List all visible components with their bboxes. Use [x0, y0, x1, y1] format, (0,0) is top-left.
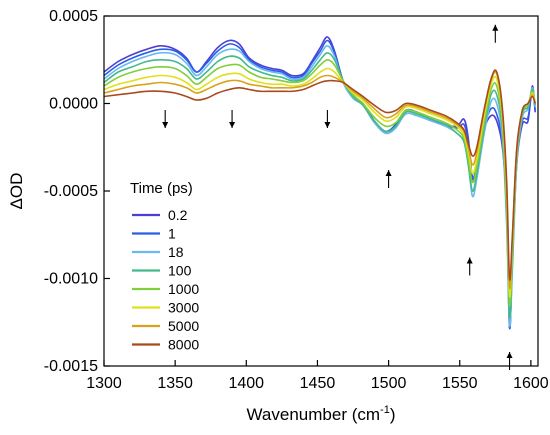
legend-label: 5000 — [168, 318, 199, 334]
x-axis-label-end: ) — [390, 405, 396, 424]
y-tick-label: -0.0015 — [44, 358, 98, 375]
x-tick-label: 1550 — [442, 375, 478, 392]
arrow-down-icon — [229, 122, 236, 128]
legend-label: 8000 — [168, 337, 199, 353]
legend-label: 100 — [168, 263, 192, 279]
legend: Time (ps) 0.2 1 18 100 1000 3000 5000 8000 — [130, 180, 199, 353]
y-tick-label: -0.0005 — [44, 183, 98, 200]
x-tick-label: 1350 — [157, 375, 193, 392]
y-tick-label: 0.0000 — [49, 96, 98, 113]
arrow-up-icon — [492, 24, 499, 31]
arrow-up-icon — [466, 257, 473, 264]
x-tick-label: 1400 — [228, 375, 264, 392]
legend-label: 3000 — [168, 300, 199, 316]
legend-label: 1 — [168, 226, 176, 242]
legend-label: 18 — [168, 244, 184, 260]
arrow-down-icon — [162, 122, 169, 128]
arrow-up-icon — [506, 352, 513, 358]
legend-label: 0.2 — [168, 207, 188, 223]
x-axis-label: Wavenumber (cm-1) — [247, 404, 396, 424]
legend-title: Time (ps) — [130, 180, 193, 197]
y-tick-label: 0.0005 — [49, 8, 98, 25]
y-tick-label: -0.0010 — [44, 271, 98, 288]
axis-layer: 1300 1350 1400 1450 1500 1550 1600 0.0005 0.0000… — [44, 8, 549, 392]
arrow-down-icon — [324, 122, 331, 128]
x-axis-label-main: Wavenumber (cm — [247, 405, 381, 424]
x-tick-label: 1500 — [371, 375, 407, 392]
arrow-up-icon — [385, 170, 392, 176]
x-tick-label: 1300 — [86, 375, 122, 392]
x-axis-label-superscript: -1 — [380, 404, 390, 416]
arrow-layer — [162, 24, 513, 370]
y-axis-label: ΔOD — [7, 173, 26, 210]
x-tick-label: 1450 — [300, 375, 336, 392]
series-line-8000 — [103, 69, 536, 281]
x-tick-label: 1600 — [513, 375, 549, 392]
series-layer — [103, 36, 536, 330]
legend-label: 1000 — [168, 281, 199, 297]
